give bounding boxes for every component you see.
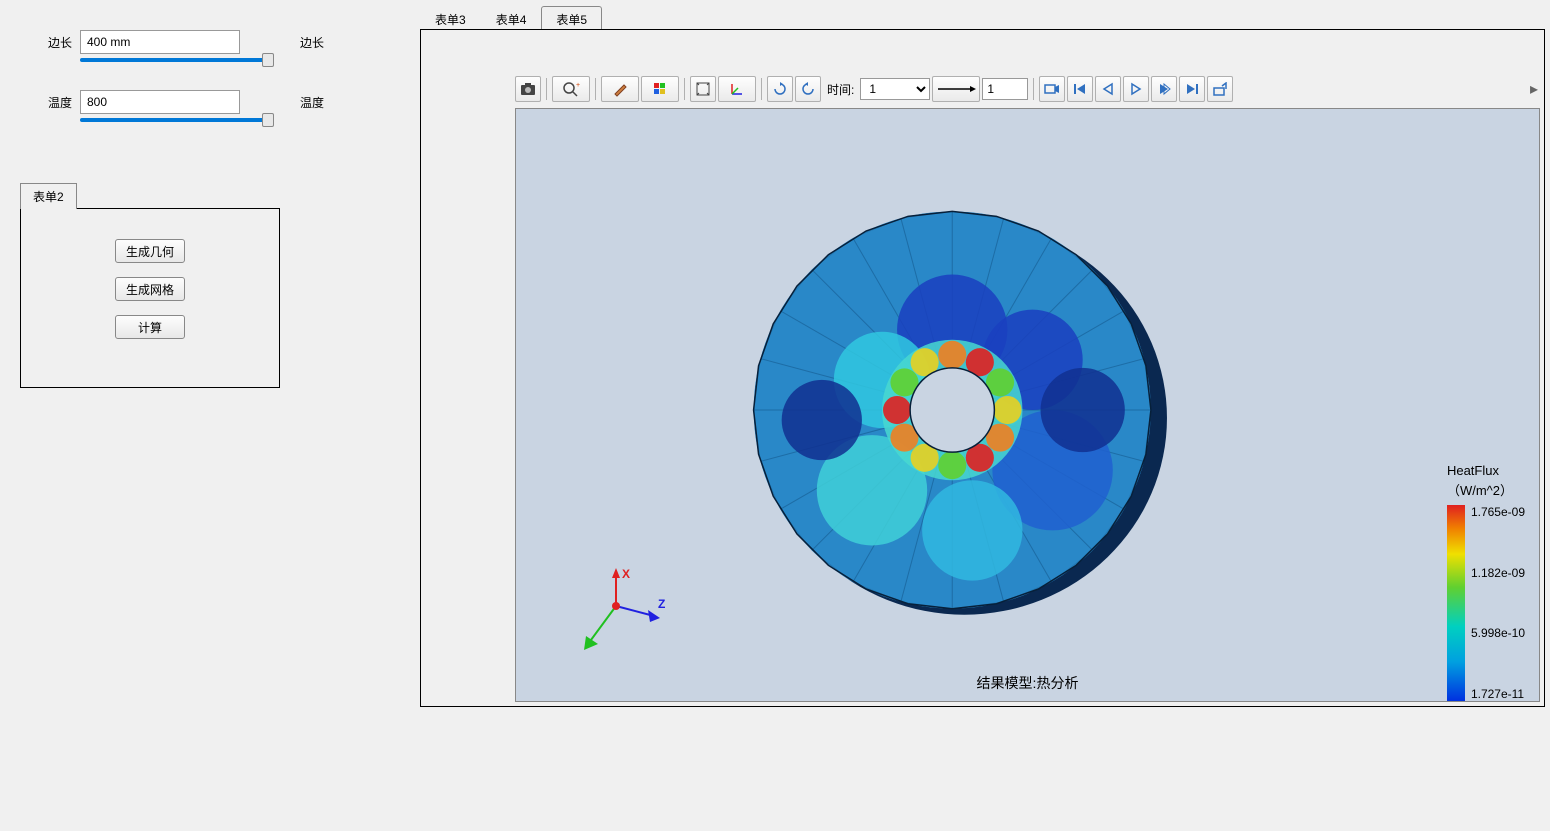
legend-gradient — [1447, 505, 1465, 701]
next-frame-icon[interactable] — [1151, 76, 1177, 102]
prev-frame-icon[interactable] — [1095, 76, 1121, 102]
record-icon[interactable] — [1039, 76, 1065, 102]
rotate-cw-icon[interactable] — [767, 76, 793, 102]
svg-text:X: X — [622, 567, 630, 581]
left-panel: 边长 边长 温度 温度 表单2 生成几何 生成网格 计算 — [0, 0, 420, 831]
legend-tick: 1.765e-09 — [1471, 505, 1525, 519]
brush-icon[interactable] — [601, 76, 639, 102]
overflow-icon[interactable]: ▸ — [1530, 79, 1542, 99]
param-row-temperature: 温度 温度 — [20, 90, 400, 114]
cube-icon[interactable] — [641, 76, 679, 102]
tab-form5[interactable]: 表单5 — [541, 6, 602, 30]
tab-strip: 表单3 表单4 表单5 — [420, 6, 1545, 30]
compute-button[interactable]: 计算 — [115, 315, 185, 339]
legend-tick: 5.998e-10 — [1471, 626, 1525, 640]
legend-ticks: 1.765e-09 1.182e-09 5.998e-10 1.727e-11 — [1465, 505, 1525, 701]
viewer-frame: + 时间: 1 — [420, 29, 1545, 707]
generate-mesh-button[interactable]: 生成网格 — [115, 277, 185, 301]
form2-tab[interactable]: 表单2 — [20, 183, 77, 209]
sidelength-label-right: 边长 — [300, 34, 324, 51]
temperature-label-right: 温度 — [300, 94, 324, 111]
form2-box: 生成几何 生成网格 计算 — [20, 208, 280, 388]
param-row-sidelength: 边长 边长 — [20, 30, 400, 54]
zoom-icon[interactable]: + — [552, 76, 590, 102]
slider-thumb[interactable] — [262, 113, 274, 127]
sidelength-label: 边长 — [20, 34, 80, 51]
color-legend: HeatFlux （W/m^2） 1.765e-09 1.182e-09 5.9… — [1447, 463, 1525, 701]
svg-text:+: + — [576, 82, 580, 89]
temperature-input[interactable] — [80, 90, 240, 114]
line-style-icon[interactable] — [932, 76, 980, 102]
export-icon[interactable] — [1207, 76, 1233, 102]
sidelength-slider[interactable] — [80, 58, 270, 62]
tab-form3[interactable]: 表单3 — [420, 6, 481, 30]
frame-spinner[interactable] — [982, 78, 1028, 100]
viewer-toolbar: + 时间: 1 — [513, 74, 1544, 104]
fit-icon[interactable] — [690, 76, 716, 102]
tab-form4[interactable]: 表单4 — [481, 6, 542, 30]
legend-title-2: （W/m^2） — [1447, 480, 1525, 499]
temperature-label: 温度 — [20, 94, 80, 111]
temperature-slider[interactable] — [80, 118, 270, 122]
render-canvas[interactable]: X Z HeatFlux （W/m^2） 1 — [515, 108, 1540, 702]
result-caption: 结果模型:热分析 — [977, 673, 1079, 693]
form2-panel: 表单2 生成几何 生成网格 计算 — [20, 182, 400, 388]
axis-triad: X Z — [576, 566, 676, 669]
axis-icon[interactable] — [718, 76, 756, 102]
rotate-ccw-icon[interactable] — [795, 76, 821, 102]
right-panel: 表单3 表单4 表单5 + 时间: 1 — [420, 0, 1550, 831]
play-icon[interactable] — [1123, 76, 1149, 102]
last-frame-icon[interactable] — [1179, 76, 1205, 102]
time-label: 时间: — [823, 81, 858, 98]
time-select[interactable]: 1 — [860, 78, 930, 100]
svg-text:Z: Z — [658, 597, 665, 611]
slider-thumb[interactable] — [262, 53, 274, 67]
generate-geometry-button[interactable]: 生成几何 — [115, 239, 185, 263]
legend-tick: 1.182e-09 — [1471, 566, 1525, 580]
first-frame-icon[interactable] — [1067, 76, 1093, 102]
sidelength-input[interactable] — [80, 30, 240, 54]
legend-title-1: HeatFlux — [1447, 463, 1525, 478]
camera-icon[interactable] — [515, 76, 541, 102]
legend-tick: 1.727e-11 — [1471, 687, 1525, 701]
